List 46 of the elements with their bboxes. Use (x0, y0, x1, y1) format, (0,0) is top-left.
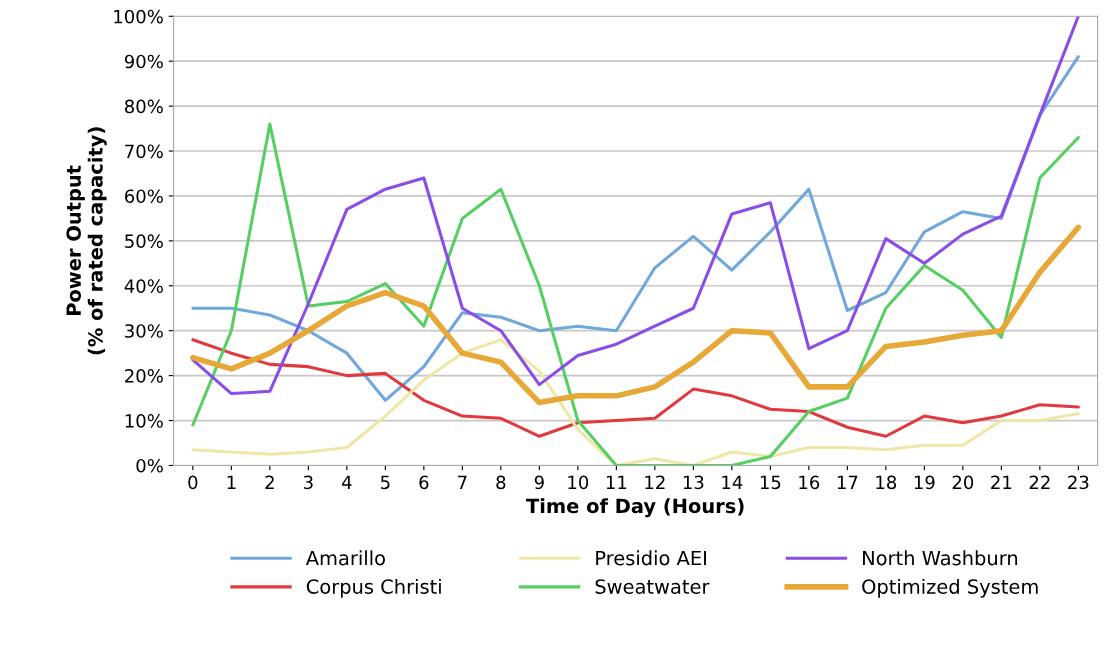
y-tick-label: 40% (124, 279, 163, 293)
y-tick-label: 20% (125, 369, 163, 383)
x-tick-label: 6 (419, 475, 429, 490)
y-tick-label: 60% (125, 189, 163, 204)
x-tick-label: 11 (606, 475, 627, 489)
legend-label: Corpus Christi (306, 578, 441, 598)
x-tick-label: 7 (458, 475, 467, 489)
x-tick-label: 5 (381, 475, 390, 490)
y-tick-label: 100% (114, 9, 163, 24)
legend-label: Amarillo (305, 550, 385, 566)
y-tick-label: 0% (136, 458, 163, 473)
x-tick-label: 18 (876, 475, 897, 490)
legend-label: Presidio AEI (596, 550, 706, 566)
legend-label: Sweatwater (595, 579, 710, 594)
x-tick-label: 22 (1029, 475, 1050, 489)
y-tick-label: 50% (125, 234, 163, 248)
x-tick-label: 20 (952, 475, 974, 490)
x-tick-label: 15 (760, 475, 781, 490)
y-tick-label: 70% (125, 144, 163, 159)
x-tick-label: 3 (303, 475, 313, 490)
x-tick-label: 19 (914, 475, 935, 490)
x-tick-label: 12 (645, 475, 665, 489)
line-series (191, 338, 1080, 438)
line-series (191, 338, 1080, 466)
x-tick-label: 0 (188, 475, 198, 490)
x-tick-label: 8 (496, 475, 506, 490)
x-tick-label: 13 (683, 475, 704, 490)
x-tick-label: 14 (722, 475, 743, 489)
y-tick-label: 80% (124, 99, 163, 114)
x-tick-label: 21 (991, 475, 1012, 489)
x-tick-label: 16 (799, 475, 820, 490)
x-axis-title: Time of Day (Hours) (526, 498, 744, 518)
y-tick-label: 90% (124, 54, 163, 69)
y-tick-label: 10% (125, 414, 163, 428)
line-series (191, 122, 1080, 466)
x-tick-label: 4 (341, 475, 352, 489)
y-axis-title: Power Output (% of rated capacity) (66, 127, 107, 355)
x-tick-label: 1 (227, 475, 236, 489)
x-tick-label: 9 (534, 475, 544, 490)
x-tick-label: 17 (837, 475, 858, 489)
x-tick-label: 10 (568, 475, 589, 490)
legend-label: Optimized System (862, 578, 1038, 598)
x-tick-label: 23 (1068, 475, 1089, 490)
x-tick-label: 2 (265, 475, 274, 489)
y-tick-label: 30% (125, 324, 163, 338)
legend-label: North Washburn (863, 550, 1018, 566)
